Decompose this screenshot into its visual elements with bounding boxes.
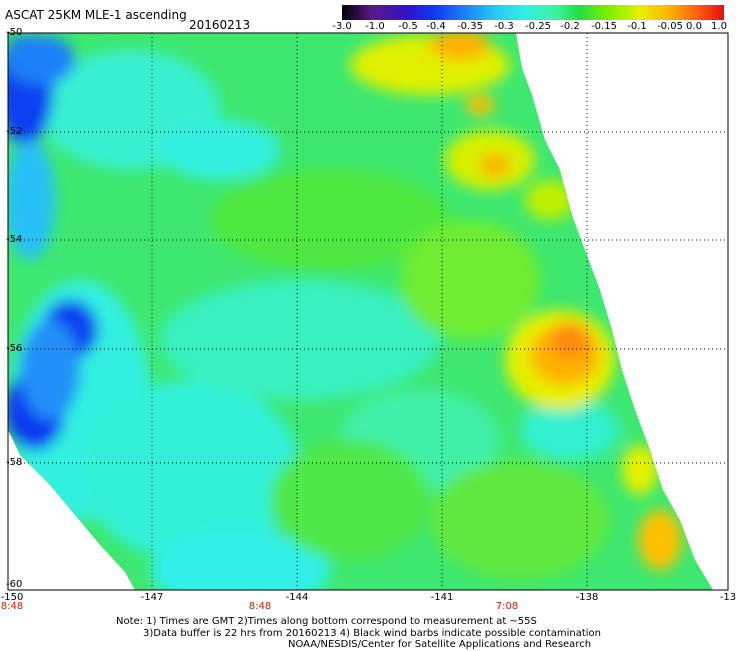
pass-time-label: 8:48 (248, 601, 272, 612)
footnote-line-1: Note: 1) Times are GMT 2)Times along bot… (116, 616, 537, 627)
lat-label: -50 (6, 27, 23, 38)
lat-label: -60 (6, 579, 23, 590)
lon-label: -144 (285, 592, 309, 603)
pass-time-label: 7:08 (495, 601, 519, 612)
figure-date: 20160213 (189, 18, 251, 32)
pass-time-label: 8:48 (0, 601, 24, 612)
colorbar (342, 5, 724, 20)
lat-label: -54 (6, 234, 23, 245)
colorbar-tick: 0.0 (686, 21, 702, 32)
colorbar-tick: -0.5 (398, 21, 418, 32)
lon-label: -150 (0, 592, 24, 603)
colorbar-tick: -3.0 (332, 21, 352, 32)
colorbar-tick: -0.05 (657, 21, 683, 32)
lat-label: -58 (6, 457, 23, 468)
colorbar-tick: -0.15 (591, 21, 617, 32)
graticule (8, 33, 728, 590)
lon-label: -138 (575, 592, 599, 603)
colorbar-tick: -0.1 (627, 21, 647, 32)
colorbar-tick: -0.35 (457, 21, 483, 32)
footnote-credit: NOAA/NESDIS/Center for Satellite Applica… (288, 639, 592, 650)
plot-frame (7, 32, 729, 591)
wind-swath (8, 33, 712, 590)
colorbar-ticks: -3.0 -1.0 -0.5 -0.4 -0.35 -0.3 -0.25 -0.… (320, 21, 740, 33)
colorbar-tick: -0.25 (525, 21, 551, 32)
lon-label: -147 (140, 592, 164, 603)
lon-label: -13 (719, 592, 737, 603)
colorbar-tick: -0.2 (560, 21, 580, 32)
colorbar-tick: -1.0 (365, 21, 385, 32)
colorbar-tick: -0.3 (494, 21, 514, 32)
footnote-line-2: 3)Data buffer is 22 hrs from 20160213 4)… (143, 628, 601, 639)
colorbar-tick: -0.4 (426, 21, 446, 32)
lat-label: -56 (6, 343, 23, 354)
lat-label: -52 (6, 126, 23, 137)
figure-title: ASCAT 25KM MLE-1 ascending (5, 8, 187, 22)
lon-label: -141 (430, 592, 454, 603)
colorbar-tick: 1.0 (711, 21, 727, 32)
